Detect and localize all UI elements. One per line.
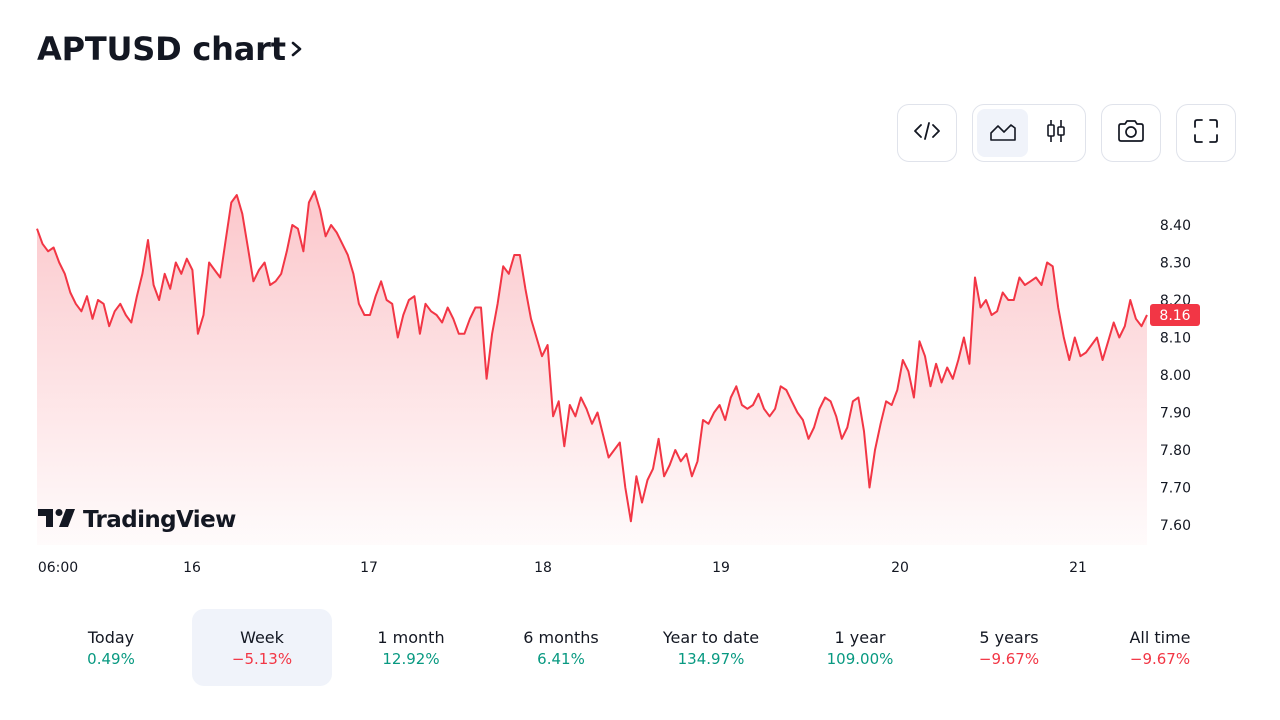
y-axis-tick-label: 8.00: [1160, 368, 1191, 384]
chevron-right-icon: [290, 39, 304, 59]
period-label: Year to date: [662, 627, 760, 647]
camera-icon: [1116, 119, 1146, 147]
chart-style-toggle: [972, 104, 1086, 162]
x-axis-tick-label: 18: [534, 560, 552, 576]
period-5-years[interactable]: 5 years −9.67%: [939, 609, 1079, 686]
period-year-to-date[interactable]: Year to date 134.97%: [641, 609, 781, 686]
screenshot-button[interactable]: [1101, 104, 1161, 162]
period-change: 0.49%: [87, 649, 135, 668]
period-label: Week: [240, 627, 284, 647]
y-axis-tick-label: 7.90: [1160, 406, 1191, 422]
embed-button[interactable]: [897, 104, 957, 162]
page-title: APTUSD chart: [37, 30, 286, 68]
period-change: 109.00%: [826, 649, 894, 668]
y-axis-tick-label: 8.10: [1160, 331, 1191, 347]
period-week[interactable]: Week −5.13%: [192, 609, 332, 686]
price-area-fill: [37, 191, 1147, 546]
x-axis-tick-label: 19: [712, 560, 730, 576]
period-label: All time: [1129, 627, 1191, 647]
price-chart[interactable]: 8.408.308.208.108.007.907.807.707.60 06:…: [0, 170, 1280, 590]
period-6-months[interactable]: 6 months 6.41%: [491, 609, 631, 686]
period-today[interactable]: Today 0.49%: [41, 609, 181, 686]
period-label: 1 year: [834, 627, 886, 647]
period-all-time[interactable]: All time −9.67%: [1090, 609, 1230, 686]
last-price-label: 8.16: [1159, 308, 1190, 324]
x-axis-tick-label: 20: [891, 560, 909, 576]
period-change: 134.97%: [677, 649, 745, 668]
x-axis-tick-label: 21: [1069, 560, 1087, 576]
y-axis-tick-label: 8.40: [1160, 218, 1191, 234]
period-change: −9.67%: [1129, 649, 1191, 668]
period-1-month[interactable]: 1 month 12.92%: [341, 609, 481, 686]
fullscreen-button[interactable]: [1176, 104, 1236, 162]
fullscreen-icon: [1193, 118, 1219, 148]
y-axis-tick-label: 7.70: [1160, 481, 1191, 497]
tradingview-logo[interactable]: TradingView: [38, 507, 236, 533]
period-change: 6.41%: [537, 649, 585, 668]
x-axis-tick-label: 06:00: [38, 560, 78, 576]
last-price-tag: [1150, 304, 1200, 326]
period-change: −5.13%: [231, 649, 293, 668]
period-change: −9.67%: [978, 649, 1040, 668]
candles-style-button[interactable]: [1030, 109, 1081, 157]
period-label: 6 months: [523, 627, 599, 647]
chart-title-link[interactable]: APTUSD chart: [37, 30, 304, 68]
x-axis-tick-label: 16: [183, 560, 201, 576]
tradingview-wordmark: TradingView: [83, 507, 236, 533]
y-axis-tick-label: 7.60: [1160, 518, 1191, 534]
candlestick-icon: [1045, 118, 1067, 148]
area-style-button[interactable]: [977, 109, 1028, 157]
area-chart-icon: [989, 120, 1017, 146]
x-axis-tick-label: 17: [360, 560, 378, 576]
period-change: 12.92%: [382, 649, 440, 668]
period-label: 1 month: [377, 627, 445, 647]
code-brackets-icon: [913, 121, 941, 145]
tradingview-mark-icon: [38, 507, 76, 533]
y-axis-tick-label: 8.30: [1160, 256, 1191, 272]
period-label: Today: [87, 627, 135, 647]
y-axis-tick-label: 7.80: [1160, 443, 1191, 459]
price-line: [36, 190, 1148, 523]
period-selector: Today 0.49% Week −5.13% 1 month 12.92% 6…: [41, 609, 1241, 686]
period-1-year[interactable]: 1 year 109.00%: [790, 609, 930, 686]
period-label: 5 years: [979, 627, 1039, 647]
